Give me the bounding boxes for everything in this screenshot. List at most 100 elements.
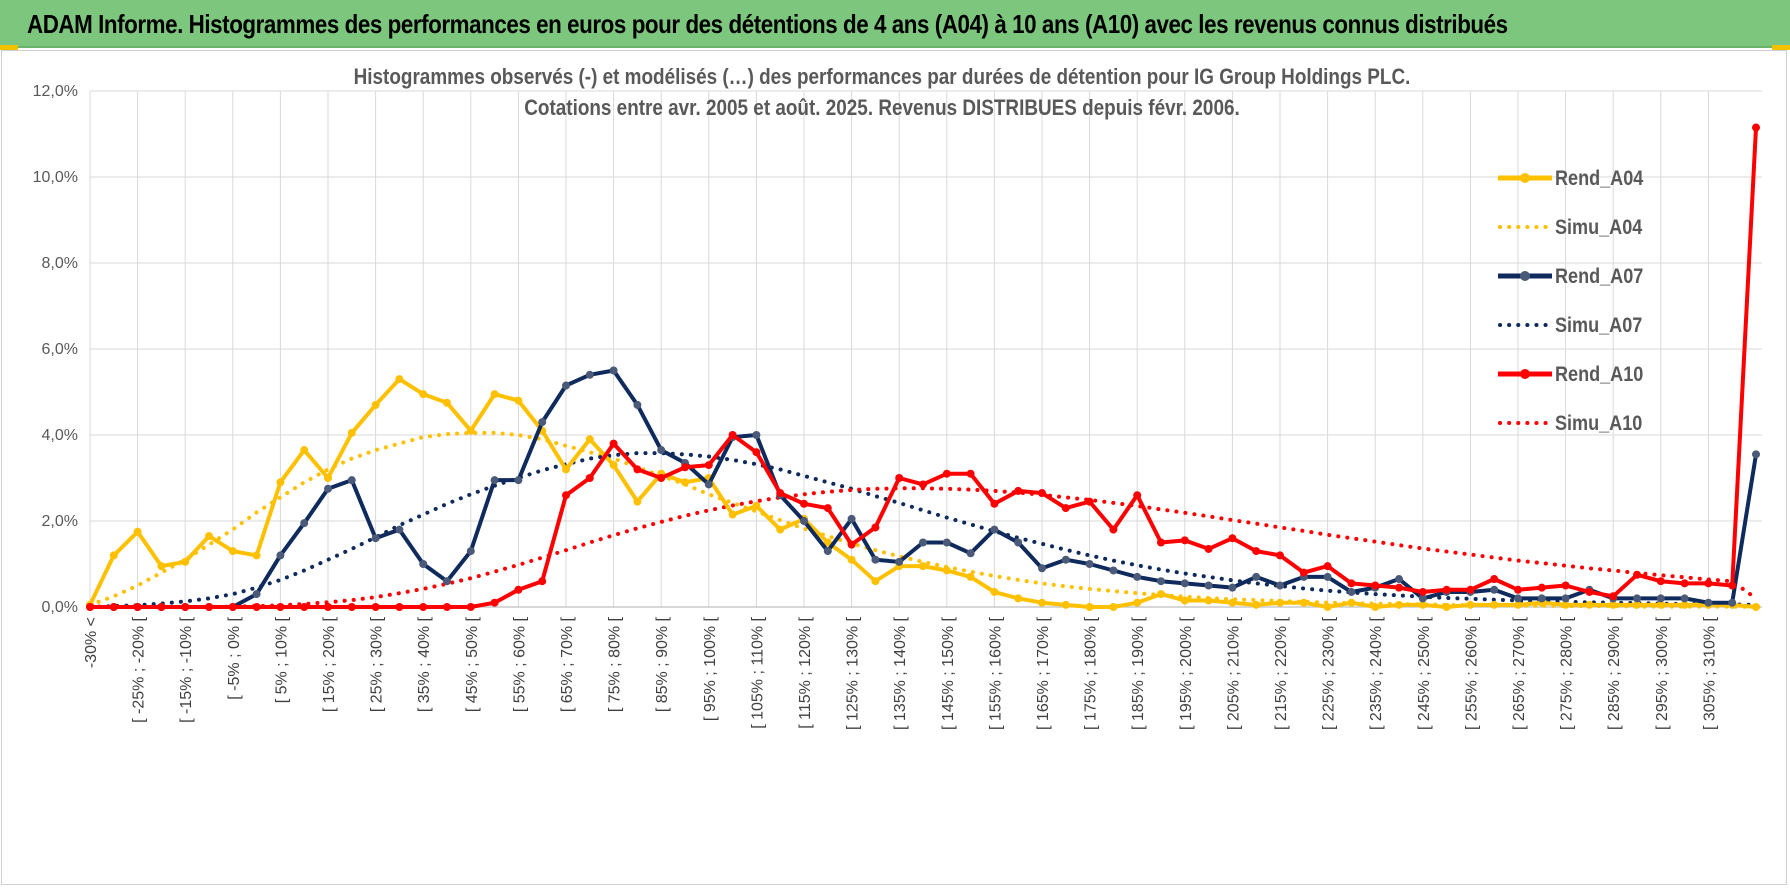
data-point [585, 435, 594, 444]
data-point [942, 469, 951, 478]
series-line [88, 377, 1757, 609]
data-point [1228, 598, 1237, 607]
data-point [871, 555, 880, 564]
data-point [443, 398, 451, 407]
data-point [181, 603, 190, 611]
x-tick-label: [ 5% ; 10% [ [273, 616, 290, 703]
data-point [919, 480, 927, 489]
legend-label: Simu_A07 [1555, 314, 1642, 338]
x-tick-label: [ 305% ; 310% [ [1701, 616, 1718, 730]
data-point [86, 603, 94, 611]
data-point [1085, 560, 1094, 568]
data-point [324, 484, 332, 493]
data-point [1157, 538, 1165, 547]
data-point [1633, 570, 1641, 579]
data-point [823, 538, 832, 547]
data-point [752, 501, 761, 510]
data-point [300, 519, 309, 528]
data-point [1180, 596, 1189, 605]
data-point [538, 418, 547, 427]
data-point [1466, 585, 1475, 594]
data-point [205, 603, 213, 611]
data-point [1656, 577, 1665, 586]
data-point [800, 499, 808, 508]
y-tick-label: 10,0% [33, 169, 78, 186]
data-point [490, 598, 499, 607]
data-point [371, 534, 380, 543]
data-point [871, 523, 880, 532]
y-tick-label: 2,0% [42, 513, 78, 530]
data-point [1276, 581, 1284, 590]
data-point [1537, 583, 1546, 592]
x-tick-label: [ 145% ; 150% [ [940, 616, 957, 730]
chart-title: Histogrammes observés (-) et modélisés (… [354, 65, 1411, 90]
data-point [633, 400, 642, 409]
legend-label: Simu_A10 [1555, 412, 1642, 436]
data-point [942, 566, 951, 575]
data-point [133, 603, 142, 611]
x-tick-label: [ 215% ; 220% [ [1273, 616, 1290, 730]
x-tick-label: [ 25% ; 30% [ [369, 616, 386, 712]
data-point [1609, 592, 1618, 601]
data-point [562, 491, 570, 500]
data-point [1228, 534, 1237, 543]
data-point [1704, 579, 1713, 588]
grid-lines [89, 90, 1762, 608]
data-point [1038, 489, 1046, 498]
data-point [1133, 598, 1142, 607]
data-point [776, 489, 785, 498]
data-point [895, 474, 904, 482]
x-tick-label: [ 275% ; 280% [ [1559, 616, 1576, 730]
data-point [419, 560, 428, 568]
data-point [252, 590, 261, 599]
data-point [205, 532, 213, 541]
data-point [609, 461, 618, 470]
data-point [1418, 587, 1427, 596]
data-point [347, 603, 356, 611]
x-tick-label: [ 185% ; 190% [ [1130, 616, 1147, 730]
x-tick-label: [ 225% ; 230% [ [1321, 616, 1338, 730]
data-point [1371, 581, 1380, 590]
data-point [1252, 572, 1261, 581]
data-point [1490, 585, 1499, 594]
data-point [443, 577, 451, 586]
data-point [562, 381, 570, 390]
data-point [157, 603, 166, 611]
data-point [1276, 598, 1284, 607]
data-point [1347, 598, 1356, 607]
data-point [1752, 123, 1760, 132]
data-point [609, 439, 618, 448]
data-point [1133, 491, 1142, 500]
legend-marker [1520, 173, 1530, 183]
data-point [1014, 486, 1023, 495]
data-point [1371, 603, 1380, 611]
data-point [1585, 600, 1594, 609]
series-Simu_A10 [88, 486, 1758, 609]
data-point [1323, 572, 1332, 581]
data-point [228, 603, 237, 611]
y-tick-label: 6,0% [42, 341, 78, 358]
x-tick-label: [ -15% ; -10% [ [178, 616, 195, 722]
data-point [1442, 603, 1451, 611]
data-point [1514, 585, 1522, 594]
data-point [1537, 594, 1546, 603]
data-point [776, 525, 785, 534]
legend-item: Simu_A10 [1498, 412, 1642, 436]
data-point [1204, 581, 1213, 590]
data-point [1014, 538, 1023, 547]
data-point [1680, 600, 1689, 609]
data-point [919, 538, 927, 547]
data-point [300, 603, 309, 611]
data-point [823, 504, 832, 513]
data-point [1347, 579, 1356, 588]
legend-marker [1520, 271, 1530, 281]
data-point [1157, 590, 1165, 599]
legend-label: Rend_A04 [1555, 167, 1643, 191]
data-point [1633, 594, 1641, 603]
legend-item: Rend_A10 [1498, 363, 1643, 386]
data-point [1323, 562, 1332, 571]
data-point [395, 525, 404, 534]
data-point [228, 547, 237, 556]
data-point [1442, 585, 1451, 594]
data-point [1180, 579, 1189, 588]
